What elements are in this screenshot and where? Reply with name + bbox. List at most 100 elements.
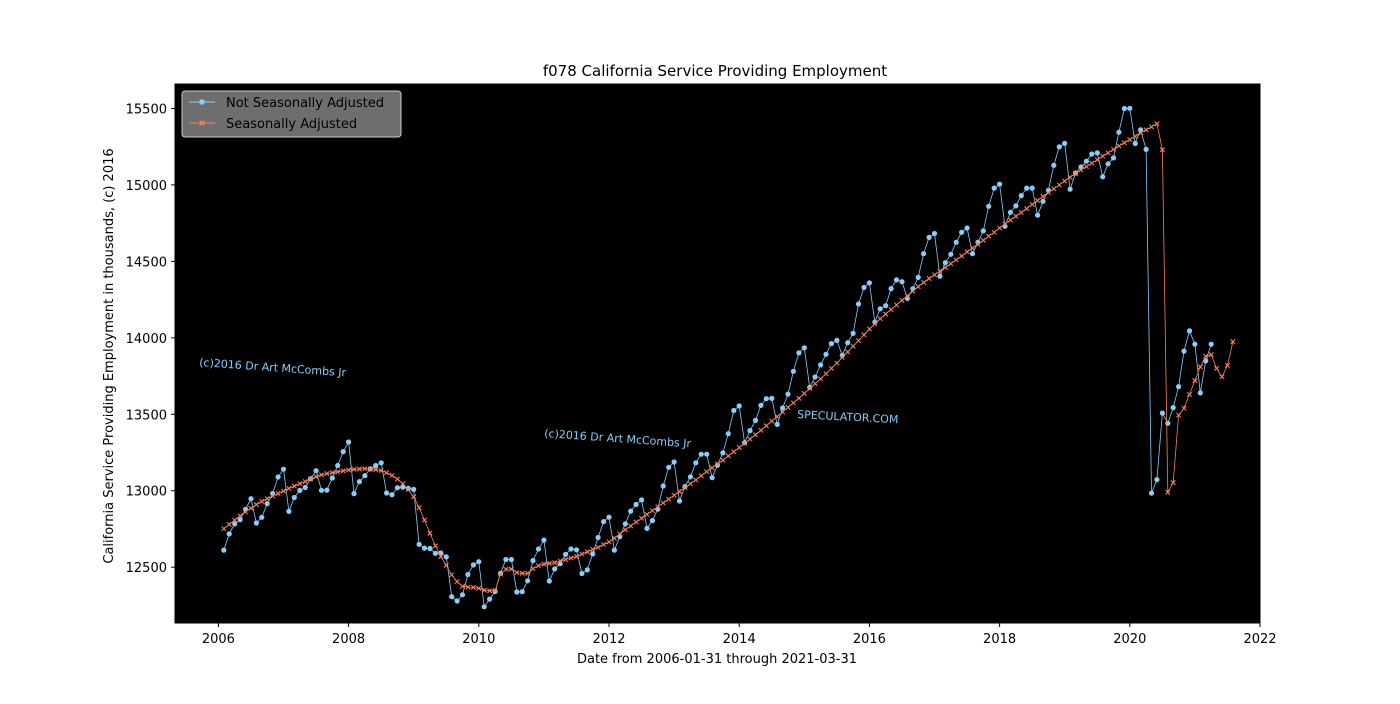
data-point-sa	[259, 498, 265, 505]
data-point-sa	[264, 496, 270, 502]
data-point-nsa	[226, 531, 232, 537]
data-point-sa	[633, 519, 639, 525]
data-point-nsa	[736, 403, 742, 409]
data-point-nsa	[714, 462, 721, 468]
data-point-nsa	[666, 464, 672, 470]
data-point-sa	[1013, 213, 1019, 219]
series-layer	[221, 105, 1236, 610]
x-tick-label: 2014	[723, 632, 756, 647]
y-tick-label: 14000	[126, 332, 167, 347]
data-point-sa	[1040, 193, 1046, 199]
data-point-nsa	[807, 384, 813, 390]
data-point-sa	[449, 572, 455, 578]
data-point-sa	[1078, 167, 1084, 173]
data-point-nsa	[1192, 341, 1198, 347]
data-point-sa	[1072, 170, 1079, 177]
data-point-sa	[817, 376, 824, 382]
data-point-sa	[324, 471, 330, 477]
data-point-sa	[1138, 130, 1144, 136]
data-point-nsa	[866, 280, 873, 286]
data-point-sa	[742, 440, 748, 446]
data-point-nsa	[1208, 341, 1214, 347]
data-point-sa	[611, 535, 618, 541]
y-tick-label: 15000	[126, 179, 167, 194]
data-point-nsa	[769, 395, 775, 401]
data-point-sa	[280, 488, 287, 494]
data-point-sa	[497, 571, 504, 577]
data-point-sa	[584, 549, 590, 555]
data-point-nsa	[709, 475, 715, 481]
data-point-sa	[459, 583, 466, 589]
data-point-sa	[969, 245, 976, 251]
data-point-sa	[975, 241, 981, 247]
plot-area	[174, 83, 1261, 624]
data-point-nsa	[1170, 405, 1176, 411]
data-point-nsa	[796, 350, 802, 356]
data-point-sa	[1024, 206, 1030, 212]
data-point-nsa	[682, 484, 688, 490]
data-point-sa	[253, 501, 259, 508]
data-point-nsa	[275, 474, 281, 480]
data-point-sa	[514, 569, 520, 576]
y-tick-label: 13000	[126, 485, 167, 500]
data-point-sa	[1056, 182, 1062, 188]
data-point-sa	[948, 261, 954, 267]
data-point-sa	[552, 560, 558, 566]
data-point-sa	[470, 584, 476, 590]
data-point-sa	[405, 486, 411, 493]
data-point-sa	[959, 253, 965, 259]
data-point-nsa	[997, 181, 1003, 187]
data-point-nsa	[606, 514, 612, 520]
data-point-sa	[302, 478, 308, 485]
data-point-nsa	[573, 547, 580, 553]
data-point-sa	[373, 467, 379, 473]
data-point-nsa	[823, 351, 829, 357]
data-point-sa	[519, 570, 525, 576]
data-point-sa	[590, 546, 596, 553]
data-point-sa	[275, 490, 281, 497]
data-point-nsa	[1121, 105, 1127, 112]
data-point-nsa	[693, 460, 699, 466]
data-point-nsa	[1154, 477, 1160, 483]
data-point-nsa	[671, 459, 677, 465]
data-point-sa	[953, 257, 959, 263]
data-point-nsa	[1056, 144, 1062, 150]
data-point-nsa	[590, 551, 596, 557]
data-point-nsa	[752, 417, 759, 423]
data-point-sa	[432, 543, 438, 549]
data-point-sa	[1170, 480, 1176, 486]
data-point-sa	[356, 466, 363, 472]
x-tick-label: 2020	[1113, 632, 1146, 647]
data-point-nsa	[563, 551, 569, 557]
data-point-sa	[866, 326, 872, 332]
data-point-sa	[248, 505, 254, 511]
data-point-sa	[454, 578, 460, 585]
data-point-sa	[790, 400, 797, 406]
data-point-nsa	[584, 567, 590, 573]
data-point-nsa	[1148, 490, 1155, 496]
data-point-nsa	[1105, 161, 1111, 167]
data-point-sa	[926, 275, 932, 282]
y-tick-label: 12500	[126, 561, 167, 576]
data-point-sa	[383, 470, 390, 476]
data-point-nsa	[346, 439, 352, 445]
data-point-sa	[622, 527, 628, 533]
data-point-sa	[476, 585, 482, 591]
data-point-nsa	[687, 474, 694, 480]
x-tick-label: 2016	[853, 632, 886, 647]
data-point-sa	[828, 365, 835, 371]
data-point-sa	[780, 409, 786, 415]
data-point-nsa	[394, 485, 400, 491]
data-point-sa	[714, 461, 721, 467]
data-point-sa	[676, 488, 683, 495]
data-point-sa	[508, 566, 514, 572]
data-point-nsa	[546, 578, 552, 584]
data-point-nsa	[280, 466, 287, 472]
data-point-nsa	[432, 550, 438, 556]
data-point-nsa	[324, 487, 330, 493]
data-point-sa	[270, 493, 276, 499]
data-point-nsa	[356, 479, 362, 485]
data-point-nsa	[595, 534, 601, 541]
data-point-nsa	[1143, 146, 1149, 152]
data-point-nsa	[959, 229, 965, 235]
